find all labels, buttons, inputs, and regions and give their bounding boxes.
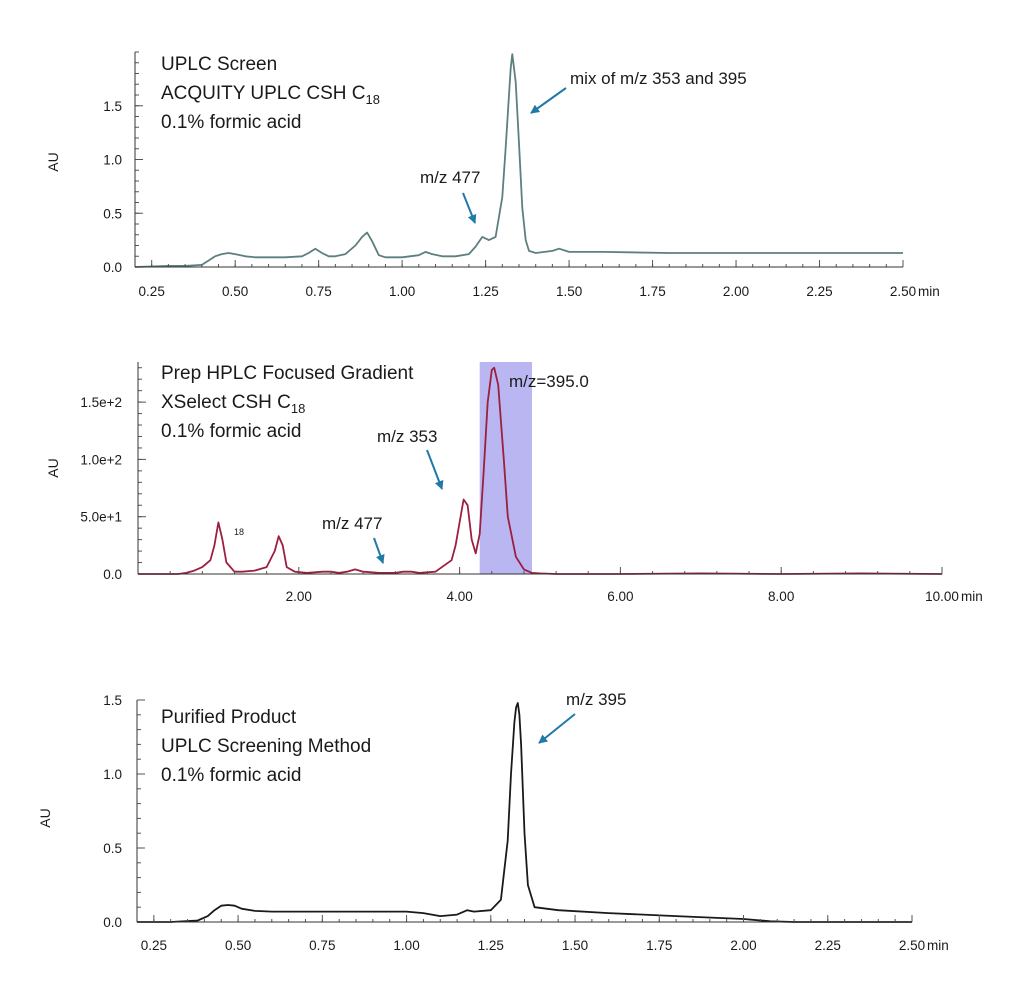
x-unit-label: min	[961, 589, 983, 604]
annotation-label-353: m/z 353	[377, 427, 437, 446]
fraction-collection-highlight	[479, 362, 532, 574]
panel-prep-hplc: 0.0 5.0e+1 1.0e+2 1.5e+2 2.00 4.00 6.00 8.00 10.…	[45, 362, 983, 604]
axis-ticks: 0.0 0.5 1.0 1.5 0.25 0.50 0.75 1.00 1.25 1.50 1.75…	[103, 693, 925, 953]
y-axis-label: AU	[45, 458, 61, 477]
x-tick-label: 2.50	[890, 284, 916, 299]
title-subscript: 18	[291, 401, 305, 416]
stray-subscript-label: 18	[234, 527, 244, 537]
annotation-arrow-477	[462, 192, 477, 224]
annotation-arrow-main-peak	[530, 87, 567, 114]
x-tick-label: 1.25	[472, 284, 498, 299]
y-tick-label: 1.5	[103, 99, 122, 114]
x-tick-label: 1.25	[478, 938, 504, 953]
y-tick-label: 0.0	[103, 567, 122, 582]
x-tick-label: 0.25	[139, 284, 165, 299]
panel-title-line-3: 0.1% formic acid	[161, 765, 301, 786]
x-tick-label: 8.00	[768, 589, 794, 604]
annotation-arrow-395	[538, 713, 576, 744]
annotation-label-477: m/z 477	[420, 168, 480, 187]
title-subscript: 18	[365, 92, 379, 107]
x-tick-label: 2.00	[730, 938, 756, 953]
y-tick-label: 0.0	[103, 915, 122, 930]
x-tick-label: 0.75	[309, 938, 335, 953]
panel-title-line-1: Prep HPLC Focused Gradient	[161, 363, 414, 384]
y-tick-label: 1.5	[103, 693, 122, 708]
x-tick-label: 1.75	[646, 938, 672, 953]
panel-title-line-3: 0.1% formic acid	[161, 112, 301, 133]
y-tick-label: 1.0	[103, 153, 122, 168]
x-unit-label: min	[927, 938, 949, 953]
x-tick-label: 6.00	[607, 589, 633, 604]
x-tick-label: 1.00	[393, 938, 419, 953]
title-text: ACQUITY UPLC CSH C	[161, 83, 365, 104]
title-text: XSelect CSH C	[161, 392, 291, 413]
x-tick-label: 0.50	[225, 938, 251, 953]
panel-title-line-2: ACQUITY UPLC CSH C18	[161, 83, 380, 107]
y-tick-label: 1.0	[103, 767, 122, 782]
panel-uplc-screen: 0.0 0.5 1.0 1.5 0.25 0.50 0.75 1.00 1.25 1.50 1.75…	[45, 51, 940, 299]
x-tick-label: 0.25	[141, 938, 167, 953]
annotation-arrow-353	[426, 449, 444, 490]
annotation-label-477: m/z 477	[322, 514, 382, 533]
x-tick-label: 1.00	[389, 284, 415, 299]
y-axis-label: AU	[37, 808, 53, 827]
x-tick-label: 1.50	[556, 284, 582, 299]
plot-area	[138, 366, 943, 575]
y-tick-label: 0.5	[103, 841, 122, 856]
x-tick-label: 2.00	[286, 589, 312, 604]
x-tick-label: 2.50	[899, 938, 925, 953]
annotation-label-395: m/z 395	[566, 690, 626, 709]
x-tick-label: 0.50	[222, 284, 248, 299]
y-tick-label: 0.0	[103, 260, 122, 275]
x-tick-label: 10.00	[925, 589, 959, 604]
panel-title-line-2: UPLC Screening Method	[161, 736, 371, 757]
plot-area	[134, 53, 903, 268]
y-tick-label: 1.0e+2	[80, 452, 122, 467]
y-tick-label: 5.0e+1	[80, 510, 122, 525]
x-tick-label: 0.75	[306, 284, 332, 299]
chromatogram-trace	[137, 702, 912, 923]
panel-title-line-2: XSelect CSH C18	[161, 392, 305, 416]
y-tick-label: 0.5	[103, 206, 122, 221]
annotation-arrow-477	[373, 537, 385, 564]
x-tick-label: 1.75	[639, 284, 665, 299]
chromatogram-trace	[134, 53, 903, 268]
panel-title-line-3: 0.1% formic acid	[161, 421, 301, 442]
x-unit-label: min	[918, 284, 940, 299]
y-axis-label: AU	[45, 152, 61, 171]
annotation-label-main-peak: mix of m/z 353 and 395	[570, 69, 747, 88]
x-tick-label: 2.25	[815, 938, 841, 953]
chromatogram-trace	[138, 366, 943, 575]
x-tick-label: 1.50	[562, 938, 588, 953]
x-tick-label: 2.25	[806, 284, 832, 299]
plot-area	[137, 702, 912, 923]
panel-title-line-1: Purified Product	[161, 707, 297, 728]
x-tick-label: 2.00	[723, 284, 749, 299]
panel-purified-product: 0.0 0.5 1.0 1.5 0.25 0.50 0.75 1.00 1.25 1.50 1.75…	[37, 690, 949, 953]
annotation-label-395: m/z=395.0	[509, 372, 589, 391]
axis-ticks: 0.0 5.0e+1 1.0e+2 1.5e+2 2.00 4.00 6.00 8.00 10.…	[80, 367, 959, 604]
axis-ticks: 0.0 0.5 1.0 1.5 0.25 0.50 0.75 1.00 1.25 1.50 1.75…	[103, 51, 916, 299]
x-tick-label: 4.00	[446, 589, 472, 604]
y-tick-label: 1.5e+2	[80, 395, 122, 410]
panel-title-line-1: UPLC Screen	[161, 54, 277, 75]
